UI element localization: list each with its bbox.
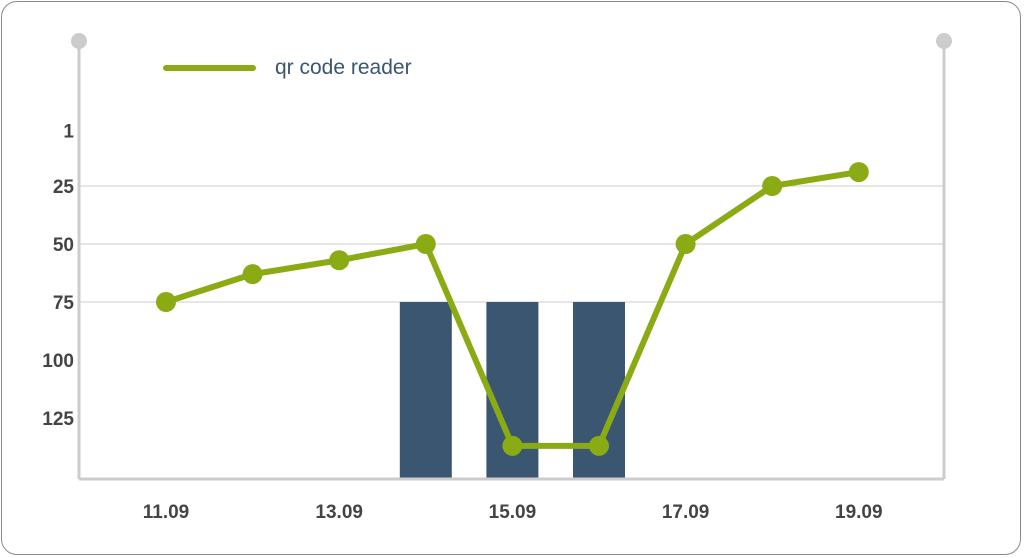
x-tick-label: 19.09 — [835, 502, 883, 523]
y-tick-label: 50 — [53, 235, 74, 256]
legend: qr code reader — [163, 56, 412, 79]
data-point — [415, 234, 436, 254]
legend-label: qr code reader — [275, 56, 412, 79]
y-tick-label: 1 — [63, 121, 74, 142]
data-point — [675, 234, 696, 254]
axes — [71, 33, 952, 481]
y-tick-label: 25 — [53, 177, 75, 198]
y-tick-label: 125 — [42, 409, 74, 430]
data-point — [156, 292, 176, 312]
data-point — [848, 162, 869, 183]
left-axis-cap — [71, 33, 87, 49]
x-tick-label: 11.09 — [143, 502, 190, 523]
bars — [399, 302, 625, 479]
gridlines — [79, 185, 944, 303]
x-tick-label: 15.09 — [489, 502, 537, 523]
series-points — [156, 162, 869, 456]
data-point — [762, 176, 783, 196]
y-tick-label: 100 — [42, 351, 74, 372]
data-point — [502, 435, 523, 456]
data-point — [242, 264, 263, 285]
x-tick-label: 13.09 — [315, 502, 363, 523]
x-tick-labels: 11.09 13.09 15.09 17.09 19.09 — [143, 502, 883, 523]
bar — [399, 302, 452, 479]
right-axis-cap — [936, 33, 952, 49]
data-point — [589, 435, 609, 456]
data-point — [329, 250, 350, 271]
y-tick-label: 75 — [53, 293, 75, 314]
x-tick-label: 17.09 — [662, 502, 710, 523]
